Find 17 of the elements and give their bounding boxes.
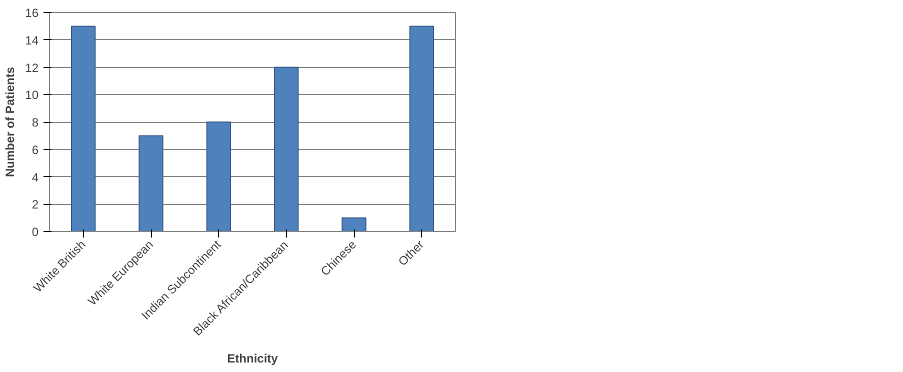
y-axis-title: Number of Patients — [3, 66, 18, 178]
y-tick-label: 6 — [32, 142, 39, 157]
y-tick-label: 16 — [25, 6, 39, 20]
bar — [274, 66, 299, 232]
bar — [138, 135, 164, 232]
bar — [409, 26, 434, 232]
bar — [206, 122, 232, 232]
bar — [342, 217, 366, 232]
y-tick-label: 4 — [32, 170, 39, 184]
y-tick-label: 8 — [32, 116, 39, 130]
y-tick-label: 12 — [25, 60, 39, 75]
x-axis-title: Ethnicity — [227, 351, 278, 366]
y-tick-label: 14 — [25, 33, 39, 48]
bar — [70, 26, 96, 232]
y-tick-label: 10 — [25, 88, 39, 102]
y-tick-label: 2 — [32, 198, 39, 212]
y-tick-label: 0 — [32, 225, 39, 239]
